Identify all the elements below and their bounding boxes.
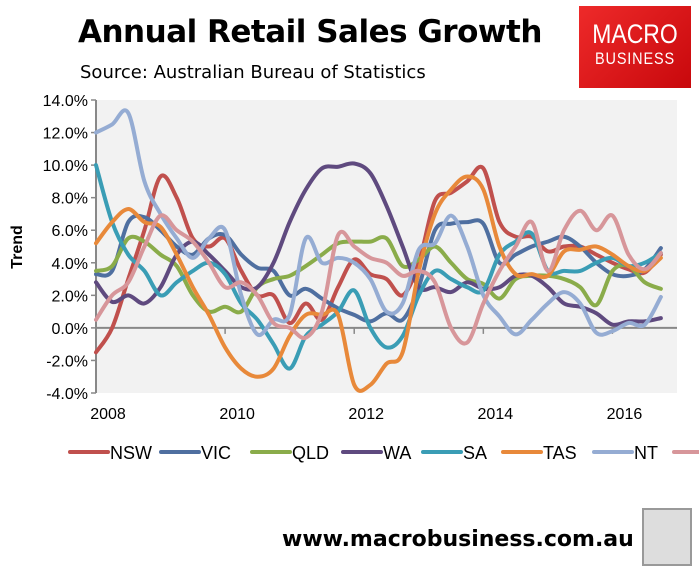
y-tick-label: 2.0%	[52, 288, 88, 305]
series-line-sa	[94, 163, 663, 371]
legend-label: NSW	[110, 443, 152, 463]
x-axis: 2008 2010 2012 2014 2016	[90, 326, 677, 423]
legend-item-tas: TAS	[501, 443, 577, 463]
x-tick-label: 2008	[90, 406, 126, 423]
x-tick-label: 2014	[478, 406, 514, 423]
x-tick-label: 2010	[219, 406, 255, 423]
y-tick-label: -4.0%	[46, 386, 88, 403]
x-tick-label: 2012	[348, 406, 384, 423]
fox-logo	[642, 508, 692, 566]
legend-label: WA	[383, 443, 411, 463]
legend-label: QLD	[292, 443, 329, 463]
y-tick-label: 8.0%	[52, 191, 88, 208]
legend-item-sa: SA	[421, 443, 487, 463]
chart-title: Annual Retail Sales Growth	[78, 14, 542, 50]
legend-label: NT	[634, 443, 658, 463]
legend: NSW VIC QLD WA SA TAS NT ACT	[68, 443, 699, 463]
logo-line1: MACRO	[592, 19, 678, 49]
legend-item-act: ACT	[672, 450, 699, 454]
line-chart: -4.0% -2.0% 0.0% 2.0% 4.0% 6.0% 8.0% 10.0% 12.0%…	[9, 93, 699, 463]
series-line-act	[94, 208, 663, 346]
series-line-qld	[94, 234, 663, 315]
y-tick-label: 12.0%	[43, 126, 88, 143]
legend-item-nsw: NSW	[68, 443, 152, 463]
series-line-vic	[94, 213, 663, 324]
y-tick-label: 4.0%	[52, 256, 88, 273]
y-tick-label: 6.0%	[52, 223, 88, 240]
y-axis-label: Trend	[9, 225, 26, 269]
y-axis: -4.0% -2.0% 0.0% 2.0% 4.0% 6.0% 8.0% 10.0% 12.0%…	[43, 93, 97, 403]
macrobusiness-logo: MACRO BUSINESS	[579, 6, 691, 88]
y-tick-label: -2.0%	[46, 353, 88, 370]
legend-item-qld: QLD	[250, 443, 329, 463]
x-tick-label: 2016	[607, 406, 643, 423]
series-line-nt	[94, 108, 663, 338]
y-tick-label: 0.0%	[52, 321, 88, 338]
chart-source: Source: Australian Bureau of Statistics	[80, 62, 426, 83]
series-lines	[94, 108, 663, 393]
legend-label: VIC	[201, 443, 231, 463]
website-url: www.macrobusiness.com.au	[282, 527, 634, 552]
series-line-nsw	[94, 164, 663, 355]
legend-label: TAS	[543, 443, 577, 463]
series-line-tas	[94, 174, 663, 393]
legend-label: SA	[463, 443, 487, 463]
logo-line2: BUSINESS	[595, 49, 675, 68]
y-tick-label: 10.0%	[43, 158, 88, 175]
y-tick-label: 14.0%	[43, 93, 88, 110]
legend-item-vic: VIC	[159, 443, 231, 463]
legend-item-nt: NT	[592, 443, 658, 463]
legend-item-wa: WA	[341, 443, 411, 463]
